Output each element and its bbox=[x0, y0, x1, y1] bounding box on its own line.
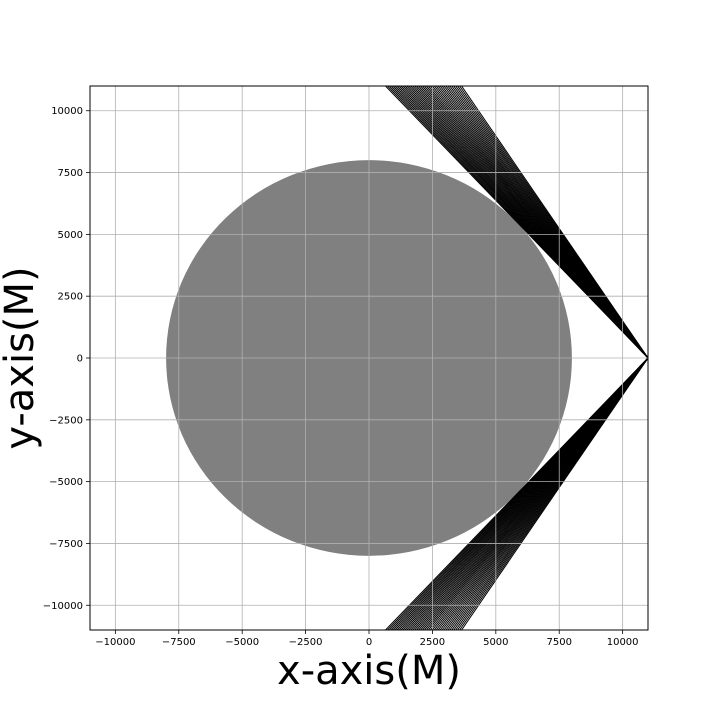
y-tick-label: −7500 bbox=[49, 539, 83, 550]
x-tick-label: 0 bbox=[366, 637, 372, 648]
x-tick-label: −10000 bbox=[95, 637, 135, 648]
y-axis-label: y-axis(M) bbox=[0, 266, 43, 449]
y-tick-label: −2500 bbox=[49, 415, 83, 426]
y-tick-label: −10000 bbox=[43, 601, 83, 612]
y-tick-label: −5000 bbox=[49, 477, 83, 488]
y-tick-label: 5000 bbox=[58, 230, 83, 241]
grid-lines bbox=[90, 86, 648, 630]
x-tick-label: 2500 bbox=[420, 637, 445, 648]
x-tick-label: −2500 bbox=[289, 637, 323, 648]
plot-area bbox=[89, 85, 649, 631]
ray-line-lower bbox=[461, 357, 648, 630]
y-tick-label: 10000 bbox=[51, 106, 83, 117]
tick-labels: −10000 −7500 −5000 −2500 0 2500 5000 7500 10000 −… bbox=[43, 106, 639, 648]
x-tick-label: 7500 bbox=[547, 637, 572, 648]
x-tick-label: 10000 bbox=[607, 637, 639, 648]
ray-lines bbox=[385, 86, 648, 630]
y-tick-label: 0 bbox=[77, 354, 83, 365]
x-tick-label: −7500 bbox=[162, 637, 196, 648]
x-tick-label: −5000 bbox=[225, 637, 259, 648]
x-tick-label: 5000 bbox=[483, 637, 508, 648]
y-tick-label: 2500 bbox=[58, 292, 83, 303]
y-tick-label: 7500 bbox=[58, 168, 83, 179]
ray-line-upper bbox=[461, 86, 648, 359]
x-axis-label: x-axis(M) bbox=[277, 648, 461, 694]
